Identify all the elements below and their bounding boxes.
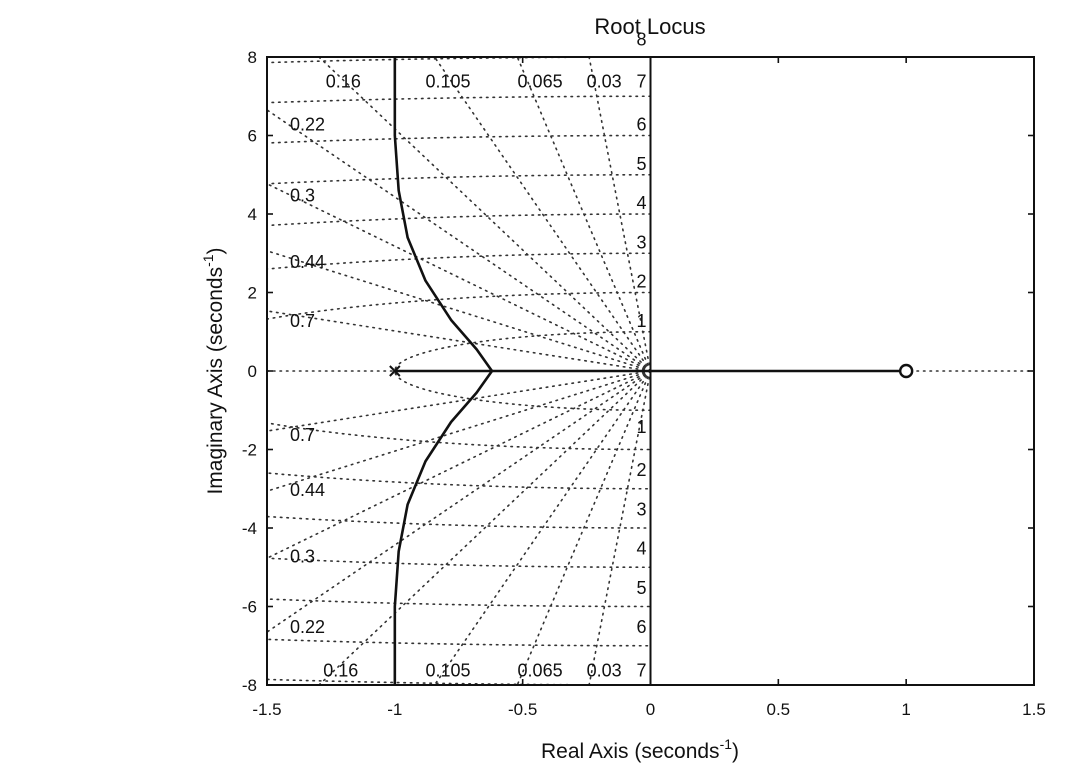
y-tick-label-4: 0 [248,362,257,381]
damping-ray-lower-0 [588,370,652,686]
damping-label-14: 0.065 [518,660,563,680]
y-axis-label-exponent: -1 [200,254,216,267]
damping-ray-lower-1 [516,370,652,686]
damping-label-15: 0.03 [587,660,622,680]
damping-ray-upper-2 [433,56,652,372]
damping-ray-upper-6 [266,250,652,372]
damping-ray-lower-2 [433,370,652,686]
x-tick-label-4: 0.5 [767,700,791,719]
frequency-label-2: 5 [636,154,646,174]
damping-ray-upper-4 [266,109,652,372]
y-tick-label-0: 8 [248,48,257,67]
y-axis-label-text: Imaginary Axis (seconds [204,267,227,495]
x-axis-label: Real Axis (seconds-1) [541,736,739,763]
locus-branch-3 [393,370,494,685]
y-tick-label-8: -8 [242,676,257,695]
pole-marker-0 [389,365,401,377]
y-tick-label-6: -4 [242,519,257,538]
label-layer: 0.16 0.105 0.065 0.03 0.22 0.3 0.44 0.7 0.7 0.44 0… [290,29,646,680]
damping-label-9: 0.44 [290,480,325,500]
damping-ray-lower-4 [266,370,652,633]
frequency-label-6: 1 [636,311,646,331]
damping-ray-lower-3 [318,370,652,686]
axis-layer: -1.5 -1 -0.5 0 0.5 1 1.5 8 6 4 2 0 -2 -4 -6 -8 [242,48,1046,719]
frequency-label-12: 6 [636,617,646,637]
y-tick-label-2: 4 [248,205,257,224]
frequency-label-top: 8 [636,29,646,49]
damping-label-4: 0.22 [290,115,325,135]
y-tick-label-7: -6 [242,598,257,617]
locus-branch-2 [393,57,494,372]
y-tick-label-1: 6 [248,127,257,146]
damping-label-8: 0.7 [290,425,315,445]
x-tick-label-3: 0 [646,700,655,719]
frequency-label-0: 7 [636,72,646,92]
damping-label-3: 0.03 [587,72,622,92]
damping-ray-upper-5 [266,182,652,372]
locus-layer [393,57,907,685]
frequency-label-10: 4 [636,539,646,559]
frequency-label-8: 2 [636,460,646,480]
frequency-label-4: 3 [636,232,646,252]
damping-label-2: 0.065 [518,72,563,92]
damping-ray-upper-7 [266,310,652,372]
damping-label-6: 0.44 [290,252,325,272]
x-axis-label-exponent: -1 [720,736,733,752]
damping-label-10: 0.3 [290,546,315,566]
x-tick-label-2: -0.5 [508,700,537,719]
frequency-label-3: 4 [636,193,646,213]
y-tick-label-3: 2 [248,284,257,303]
chart-title: Root Locus [594,14,705,39]
damping-label-0: 0.16 [326,72,361,92]
y-tick-label-5: -2 [242,441,257,460]
damping-ray-upper-0 [588,56,652,372]
y-axis-label: Imaginary Axis (seconds-1) [200,247,227,494]
damping-label-11: 0.22 [290,617,325,637]
frequency-arc-1 [267,291,651,451]
x-tick-label-0: -1.5 [252,700,281,719]
frequency-label-5: 2 [636,272,646,292]
frequency-label-9: 3 [636,499,646,519]
y-axis-label-close: ) [204,247,227,254]
damping-label-5: 0.3 [290,185,315,205]
damping-label-7: 0.7 [290,311,315,331]
damping-ray-lower-5 [266,370,652,560]
frequency-label-11: 5 [636,578,646,598]
x-tick-label-6: 1.5 [1022,700,1046,719]
x-tick-label-1: -1 [387,700,402,719]
frequency-label-13: 7 [636,660,646,680]
damping-label-13: 0.105 [426,660,471,680]
damping-ray-lower-6 [266,370,652,492]
damping-ray-upper-3 [318,56,652,372]
damping-ray-lower-7 [266,370,652,432]
pole-stroke-b [389,365,401,377]
damping-label-1: 0.105 [426,72,471,92]
frequency-label-1: 6 [636,115,646,135]
x-tick-label-5: 1 [901,700,910,719]
x-axis-label-close: ) [732,740,739,763]
marker-layer [389,363,914,379]
frequency-label-7: 1 [636,417,646,437]
x-axis-label-text: Real Axis (seconds [541,740,720,763]
damping-label-12: 0.16 [323,660,358,680]
zero-marker-0 [898,363,914,379]
